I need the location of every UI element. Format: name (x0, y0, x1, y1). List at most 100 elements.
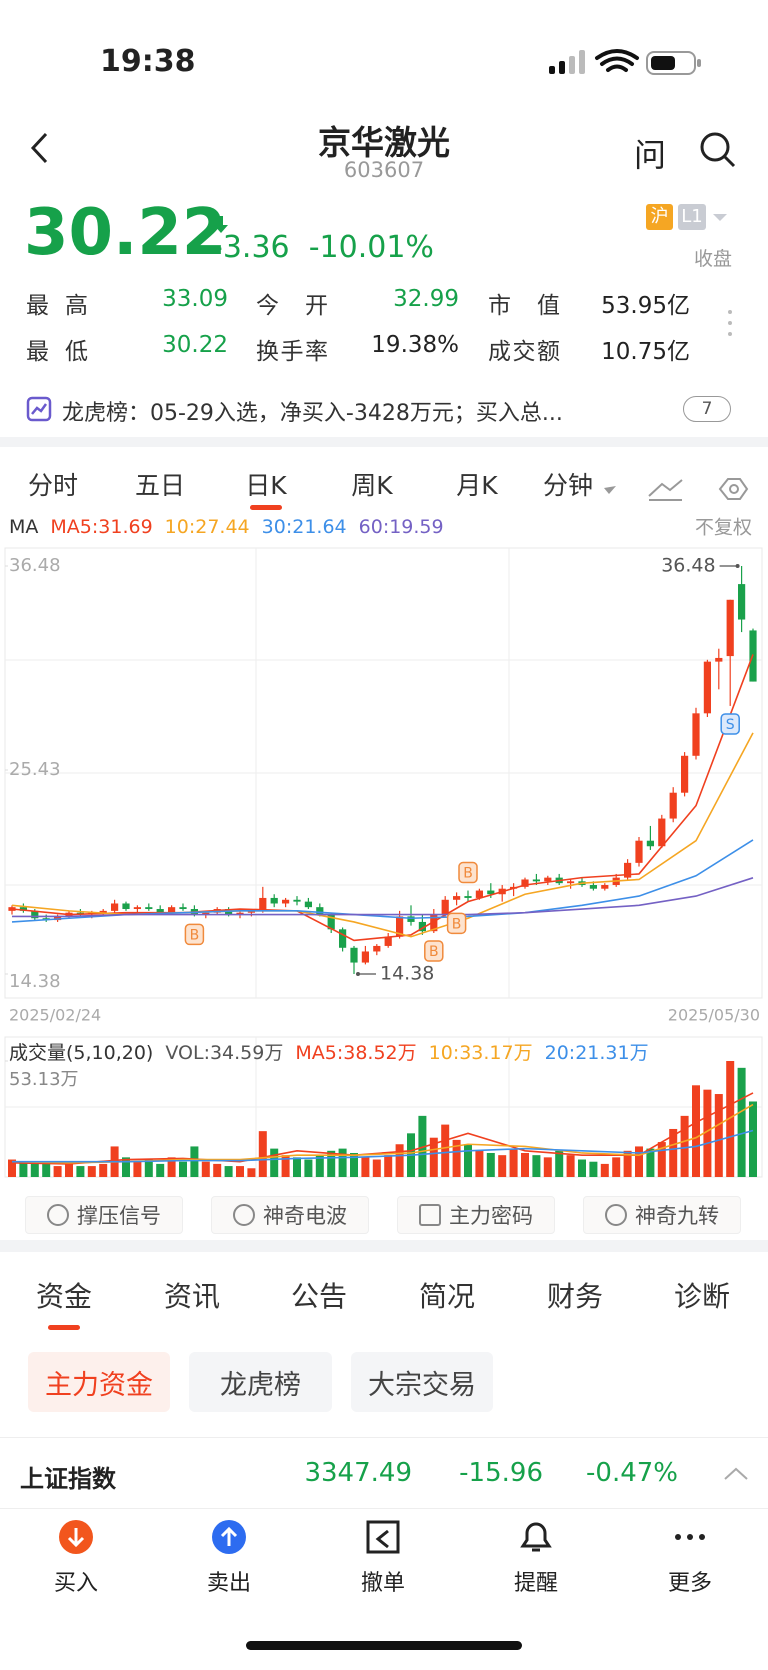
tool-button[interactable]: 撑压信号 (25, 1196, 183, 1234)
back-button[interactable] (28, 130, 52, 166)
candle-body (361, 951, 369, 963)
stock-name: 京华激光 (318, 123, 450, 162)
ma-line (12, 877, 754, 918)
nav-more[interactable]: 更多 (667, 1571, 713, 1596)
candle-body (430, 914, 438, 932)
stat-label: 成交额 (488, 339, 560, 365)
volume-bar (498, 1155, 507, 1177)
ma-legend-title: MA (9, 516, 39, 538)
tool-button[interactable]: 主力密码 (397, 1196, 555, 1234)
period-tab[interactable]: 五日 (134, 471, 186, 500)
more-dots[interactable] (726, 308, 734, 338)
tool-button[interactable]: 神奇九转 (583, 1196, 741, 1234)
status-icons (549, 49, 701, 75)
volume-bar (201, 1161, 210, 1177)
volume-bar (486, 1152, 495, 1177)
candle-body (646, 840, 654, 847)
sub-tab[interactable]: 龙虎榜 (189, 1352, 332, 1412)
volume-bar (646, 1148, 655, 1177)
nav-cancel[interactable]: 撤单 (360, 1571, 406, 1596)
tool-text: 神奇九转 (635, 1204, 719, 1228)
separator (0, 1240, 768, 1252)
sub-tab[interactable]: 大宗交易 (351, 1352, 493, 1412)
period-tab[interactable]: 周K (351, 471, 393, 500)
volume-bar (680, 1115, 689, 1177)
stat-value: 33.09 (162, 286, 228, 312)
nav-buy[interactable]: 买入 (53, 1571, 99, 1596)
volume-bar (418, 1115, 427, 1177)
trade-marker-label: S (726, 717, 735, 733)
volume-bar (612, 1157, 621, 1177)
nav-sell[interactable]: 卖出 (206, 1571, 252, 1596)
ma-line (11, 654, 754, 942)
y-tick-label: 36.48 (9, 555, 61, 576)
level-dropdown[interactable] (710, 210, 730, 224)
candle-body (99, 910, 107, 913)
info-tab-active[interactable]: 资金 (35, 1280, 93, 1313)
candle-body (282, 899, 290, 904)
level-badge[interactable]: L1 (678, 204, 706, 230)
stock-code: 603607 (343, 158, 425, 182)
candle-body (681, 755, 689, 793)
info-tab[interactable]: 公告 (290, 1280, 348, 1313)
info-tab[interactable]: 财务 (546, 1280, 604, 1313)
info-tab[interactable]: 诊断 (673, 1280, 731, 1313)
period-tab[interactable]: 月K (456, 471, 498, 500)
candle-body (703, 661, 711, 714)
candle-body (270, 897, 278, 904)
x-label: 2025/05/30 (668, 1006, 760, 1025)
volume-bar (509, 1148, 518, 1177)
stat-label: 今开 (256, 293, 328, 319)
volume-bar (395, 1144, 404, 1177)
volume-bar (224, 1166, 233, 1177)
candle-body (316, 907, 324, 915)
volume-bar (122, 1157, 130, 1177)
chart-tools[interactable] (604, 476, 754, 502)
tool-button[interactable]: 神奇电波 (211, 1196, 369, 1234)
collapse-icon[interactable] (722, 1464, 750, 1484)
search-button[interactable] (698, 130, 738, 170)
volume-bar (30, 1163, 39, 1177)
volume-bar (669, 1128, 678, 1177)
volume-bar (703, 1089, 712, 1177)
volume-bar (384, 1155, 393, 1177)
exchange-badge: 沪 (646, 204, 673, 230)
period-tab[interactable]: 分钟 (542, 471, 594, 500)
notice-icon (26, 396, 52, 422)
volume-bar (429, 1137, 438, 1177)
nav-alert[interactable]: 提醒 (513, 1571, 559, 1596)
adjust-mode[interactable]: 不复权 (695, 517, 752, 539)
ask-button[interactable]: 问 (634, 136, 667, 174)
notice-badge[interactable]: 7 (683, 396, 731, 422)
stat-label: 市值 (488, 293, 560, 319)
stat-label: 最低 (26, 339, 88, 365)
candle-body (373, 945, 381, 952)
volume-bar (452, 1139, 461, 1177)
trade-marker-label: B (429, 944, 439, 960)
candle-body (202, 912, 210, 915)
volume-bar (543, 1157, 552, 1177)
notice-text[interactable]: 龙虎榜：05-29入选，净买入-3428万元；买入总... (62, 401, 563, 426)
tool-text: 神奇电波 (263, 1204, 347, 1228)
stat-value: 53.95亿 (601, 293, 690, 319)
volume-bar (42, 1163, 51, 1177)
divider (0, 1437, 768, 1438)
period-tab[interactable]: 分时 (27, 471, 79, 500)
volume-bar (53, 1166, 62, 1177)
trade-marker-label: B (190, 927, 200, 943)
volume-bar (623, 1150, 632, 1177)
candle-body (658, 818, 666, 847)
info-tab[interactable]: 简况 (418, 1280, 476, 1313)
tool-text: 撑压信号 (77, 1204, 161, 1228)
candle-body (133, 907, 141, 910)
index-change: -15.96 (459, 1458, 543, 1488)
change-pct: -10.01% (308, 230, 434, 265)
candle-body (544, 877, 552, 882)
period-tab-active[interactable]: 日K (245, 471, 287, 500)
nav-icons (59, 1520, 705, 1554)
tab-underline (48, 1325, 80, 1330)
volume-bar (144, 1159, 153, 1177)
sub-tab-active[interactable]: 主力资金 (28, 1352, 170, 1412)
info-tab[interactable]: 资讯 (163, 1280, 221, 1313)
